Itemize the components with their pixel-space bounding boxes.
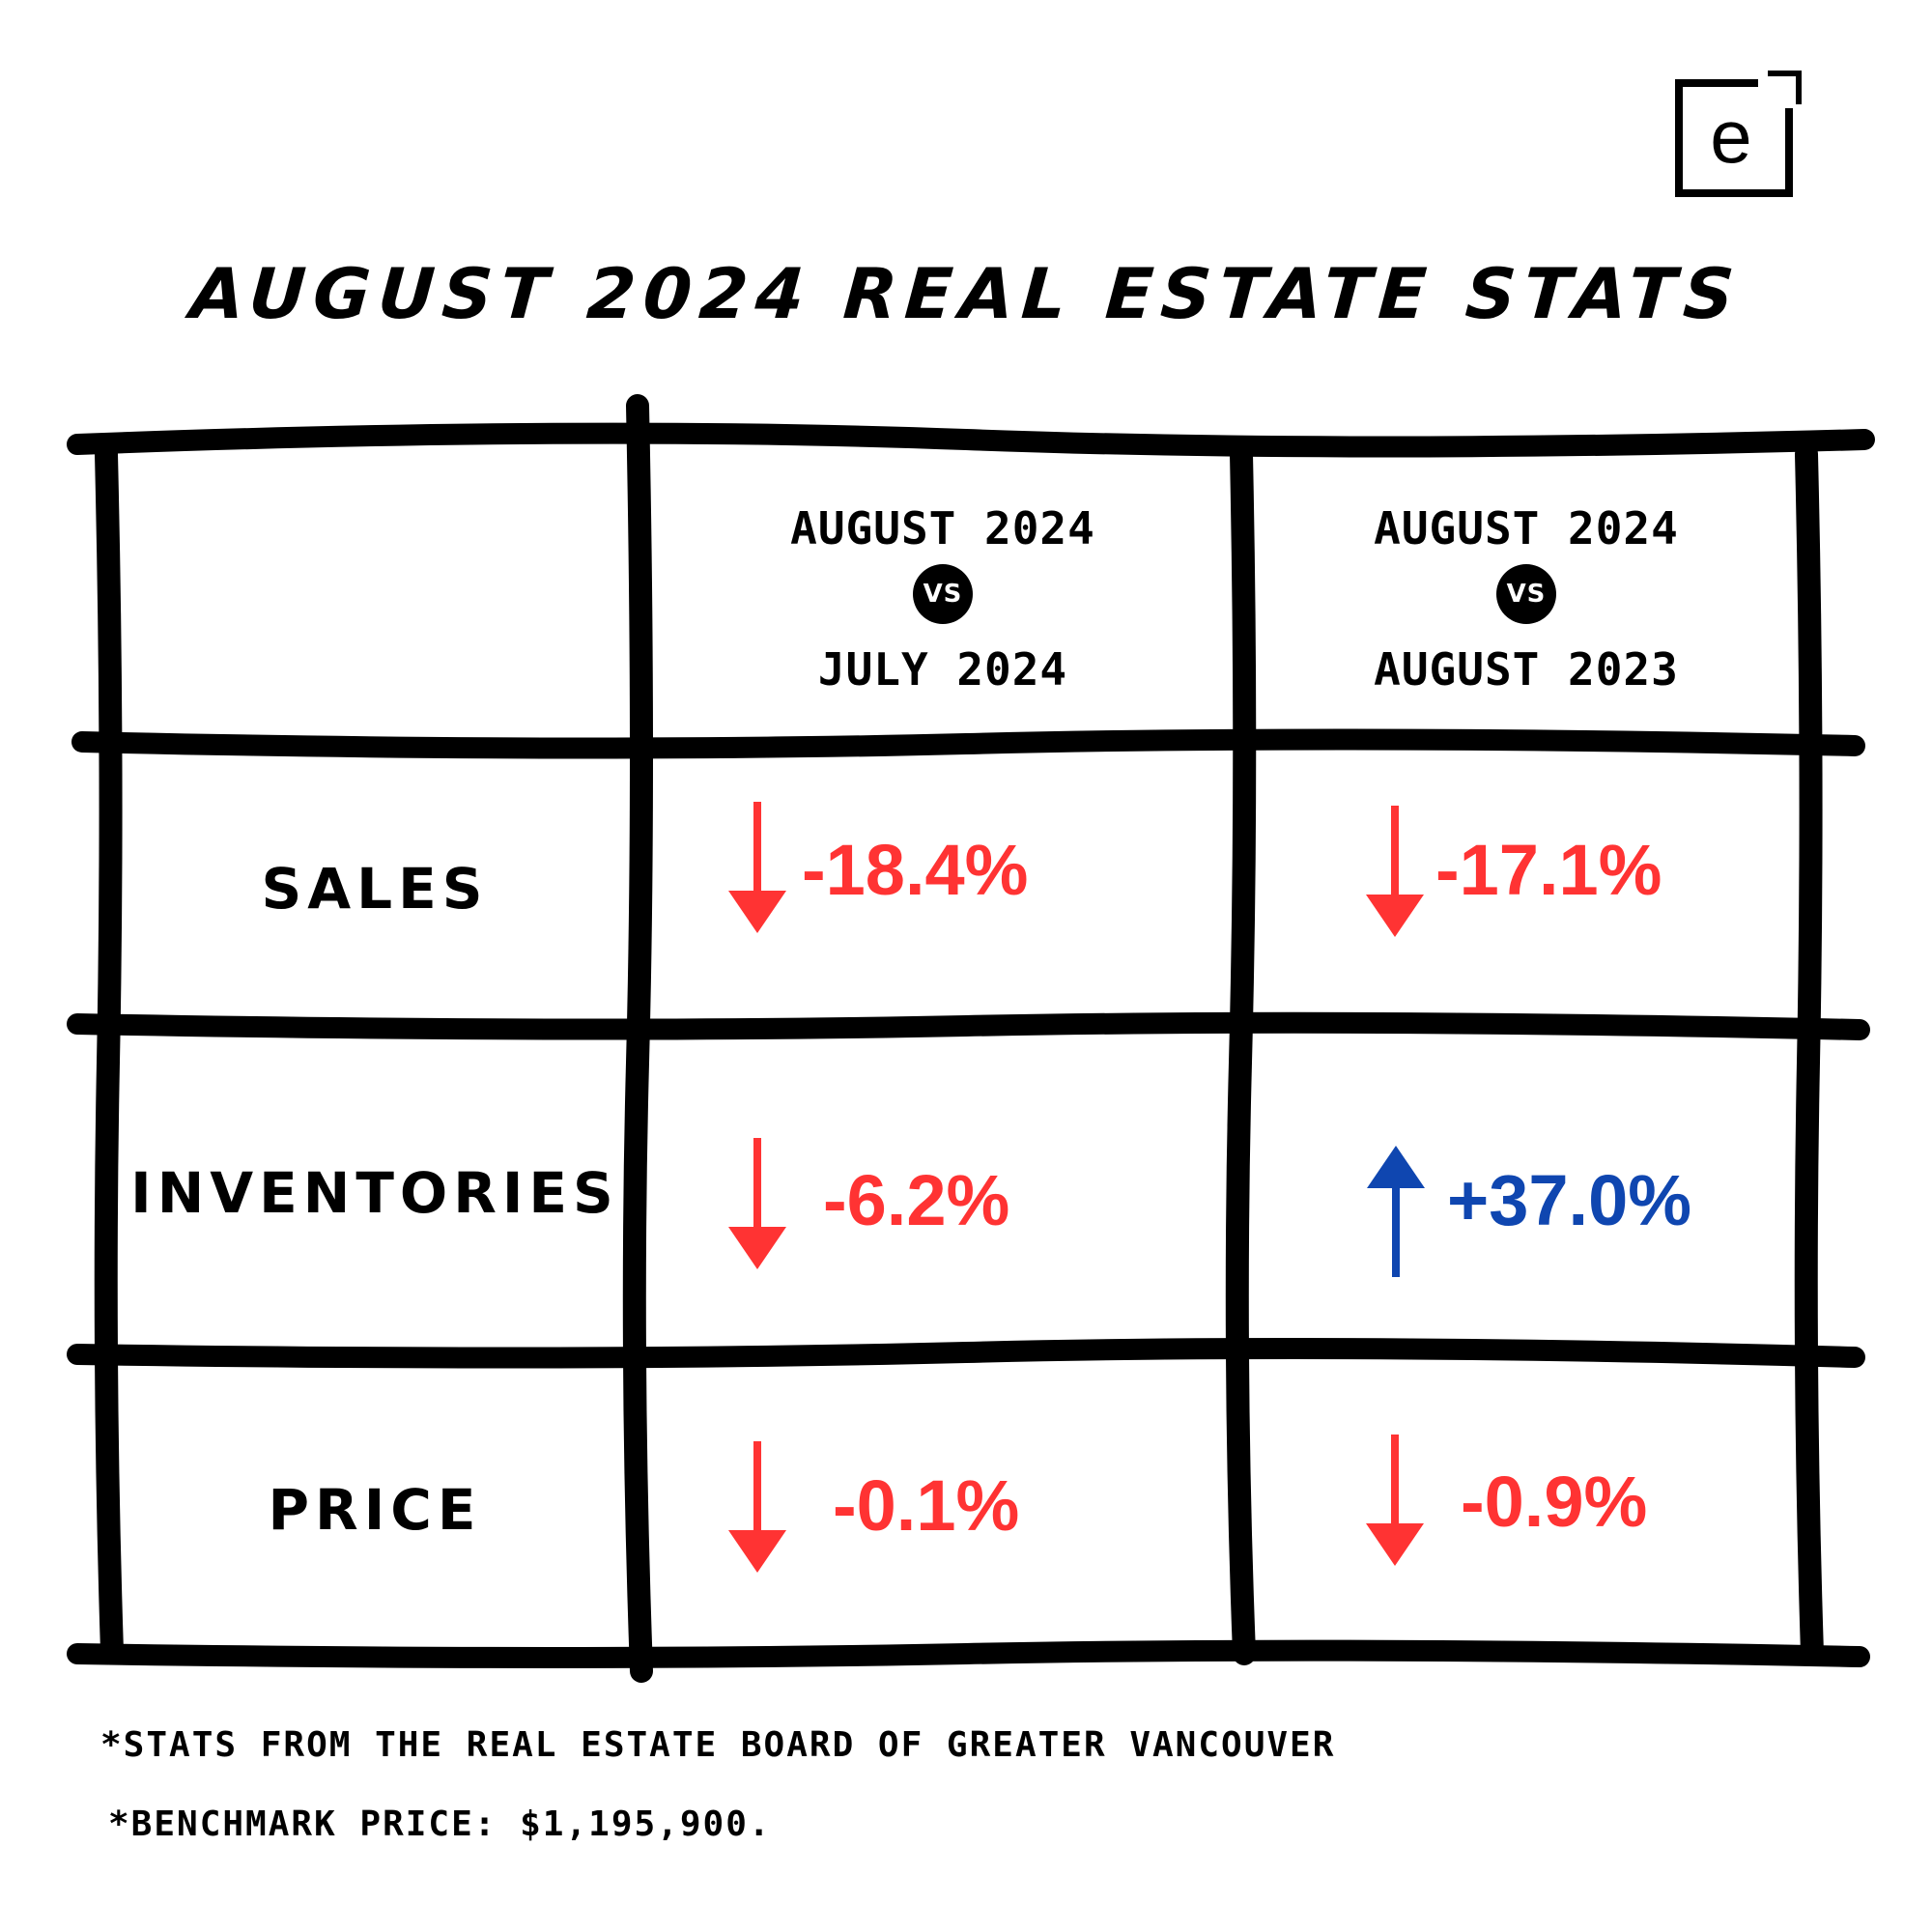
logo-letter: e xyxy=(1710,94,1751,179)
footnote-source: *STATS FROM THE REAL ESTATE BOARD OF GRE… xyxy=(100,1725,1336,1765)
grid-line-left xyxy=(94,442,124,1663)
grid-line-right xyxy=(1794,442,1824,1665)
sales-mom-value: -18.4% xyxy=(802,829,1029,910)
row-label-sales: SALES xyxy=(261,856,489,922)
down-arrow-icon xyxy=(1366,1435,1424,1566)
grid-line-col-2 xyxy=(1225,442,1257,1665)
row-label-inventories: INVENTORIES xyxy=(130,1160,619,1226)
column-header-1-line1: AUGUST 2024 xyxy=(790,502,1095,554)
column-header-1: AUGUST 2024 VS JULY 2024 xyxy=(653,464,1233,734)
logo-frame xyxy=(1675,79,1793,197)
down-arrow-icon xyxy=(1366,806,1424,937)
down-arrow-icon xyxy=(728,802,786,933)
grid-line-row-3 xyxy=(67,1338,1865,1369)
vs-badge: VS xyxy=(913,564,973,624)
column-header-2-line2: AUGUST 2023 xyxy=(1374,643,1679,696)
down-arrow-icon xyxy=(728,1441,786,1573)
grid-line-row-1 xyxy=(71,728,1865,759)
price-yoy-value: -0.9% xyxy=(1461,1461,1648,1542)
price-mom-value: -0.1% xyxy=(833,1464,1020,1546)
footnote-benchmark-price: *BENCHMARK PRICE: $1,195,900. xyxy=(108,1804,772,1844)
up-arrow-icon xyxy=(1367,1146,1425,1277)
row-label-price: PRICE xyxy=(268,1477,482,1543)
grid-line-top xyxy=(67,422,1875,458)
grid-line-row-2 xyxy=(67,1011,1870,1040)
column-header-2-line1: AUGUST 2024 xyxy=(1374,502,1679,554)
down-arrow-icon xyxy=(728,1138,786,1269)
sales-yoy-value: -17.1% xyxy=(1435,829,1662,910)
column-header-2: AUGUST 2024 VS AUGUST 2023 xyxy=(1256,464,1797,734)
grid-line-bottom xyxy=(67,1639,1870,1668)
grid-line-col-1 xyxy=(622,394,653,1683)
brand-logo: e xyxy=(1675,66,1806,197)
logo-corner-arrow-icon xyxy=(1768,71,1802,104)
inventories-yoy-value: +37.0% xyxy=(1447,1159,1692,1240)
vs-badge: VS xyxy=(1496,564,1556,624)
column-header-1-line2: JULY 2024 xyxy=(817,643,1068,696)
inventories-mom-value: -6.2% xyxy=(823,1159,1010,1240)
